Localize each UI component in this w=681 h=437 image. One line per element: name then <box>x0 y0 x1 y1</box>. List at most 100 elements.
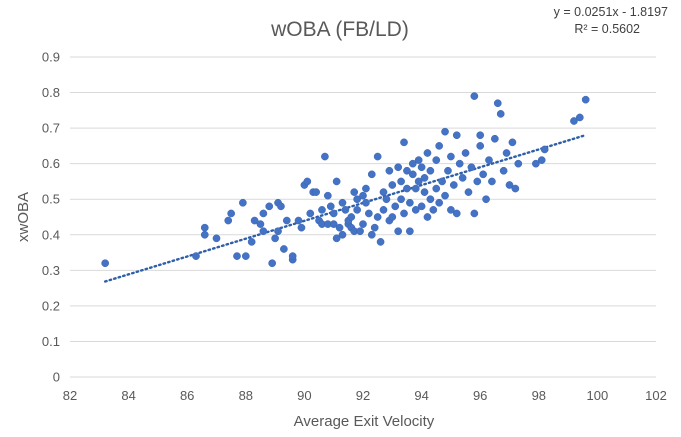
data-point <box>332 177 341 186</box>
data-point <box>362 184 370 193</box>
data-point <box>256 220 265 228</box>
x-tick-label: 98 <box>532 388 546 403</box>
data-point <box>359 191 367 200</box>
data-point <box>388 181 397 189</box>
data-point <box>491 134 499 143</box>
data-point <box>505 181 514 189</box>
data-point <box>482 195 490 204</box>
data-point <box>420 188 429 196</box>
data-point <box>479 170 487 179</box>
x-axis-title: Average Exit Velocity <box>294 413 435 430</box>
data-point <box>329 220 338 228</box>
data-point <box>359 220 367 228</box>
data-point <box>532 159 540 168</box>
data-point <box>385 166 394 175</box>
data-point <box>388 213 397 221</box>
y-tick-label: 0.2 <box>42 298 60 313</box>
data-point <box>429 206 438 214</box>
data-point <box>338 198 347 207</box>
y-tick-label: 0.1 <box>42 334 60 349</box>
data-point <box>318 206 326 214</box>
data-point <box>400 138 408 147</box>
data-point <box>367 230 376 239</box>
x-tick-label: 102 <box>645 388 667 403</box>
data-point <box>435 198 444 207</box>
data-point <box>353 195 361 204</box>
x-tick-label: 88 <box>239 388 253 403</box>
data-point <box>335 223 344 232</box>
x-tick-label: 92 <box>356 388 370 403</box>
data-point <box>449 181 458 189</box>
data-point <box>452 209 461 218</box>
data-point <box>391 202 400 211</box>
data-point <box>426 166 435 175</box>
data-point <box>250 216 259 225</box>
y-tick-label: 0.3 <box>42 263 60 278</box>
data-point <box>414 156 423 164</box>
data-point <box>575 113 584 122</box>
data-point <box>406 227 414 236</box>
data-point <box>397 177 405 186</box>
data-point <box>537 156 546 164</box>
data-point <box>403 166 411 175</box>
data-point <box>417 202 426 211</box>
data-point <box>268 259 277 268</box>
data-point <box>458 174 467 182</box>
data-point <box>438 177 446 186</box>
data-point <box>370 223 379 232</box>
gridlines <box>70 56 656 378</box>
x-tick-label: 96 <box>473 388 487 403</box>
data-point <box>447 152 455 161</box>
data-point <box>306 209 315 218</box>
data-point <box>321 152 329 161</box>
data-point <box>233 252 241 260</box>
x-axis-ticks: 82 84 86 88 90 92 94 96 98 100 102 <box>63 388 667 403</box>
data-point <box>338 230 347 239</box>
data-point <box>432 156 441 164</box>
data-point <box>467 163 476 172</box>
data-point <box>277 202 285 211</box>
data-point <box>508 138 517 147</box>
y-tick-label: 0.4 <box>42 227 60 242</box>
data-point <box>373 152 382 161</box>
data-point <box>332 234 341 243</box>
data-point <box>473 177 482 186</box>
y-tick-label: 0.8 <box>42 85 60 100</box>
data-point <box>476 142 485 150</box>
data-point <box>488 177 496 186</box>
y-axis-ticks: 0 0.1 0.2 0.3 0.4 0.5 0.6 0.7 0.8 0.9 <box>42 50 60 385</box>
data-point <box>239 198 247 207</box>
y-tick-label: 0.5 <box>42 192 60 207</box>
data-point <box>212 234 221 243</box>
data-point <box>341 206 350 214</box>
data-point <box>379 206 388 214</box>
data-point <box>259 209 268 218</box>
data-point <box>511 184 520 193</box>
data-point <box>455 159 464 168</box>
data-point <box>192 252 200 260</box>
data-point <box>408 159 417 168</box>
y-tick-label: 0.7 <box>42 121 60 136</box>
data-point <box>411 206 420 214</box>
x-tick-label: 90 <box>297 388 311 403</box>
data-point <box>382 195 391 204</box>
data-point <box>200 223 209 232</box>
data-point <box>423 213 432 221</box>
data-point <box>496 110 505 118</box>
data-point <box>452 131 461 140</box>
data-point <box>444 166 452 175</box>
chart-title: wOBA (FB/LD) <box>270 18 409 41</box>
data-point <box>347 213 356 221</box>
data-point <box>241 252 250 260</box>
data-point <box>271 234 279 243</box>
data-point <box>464 188 473 196</box>
data-point <box>461 149 470 157</box>
data-point <box>326 202 335 211</box>
data-point <box>356 227 364 236</box>
data-point <box>400 209 408 218</box>
data-point <box>417 163 426 172</box>
data-point <box>470 92 479 100</box>
data-point <box>476 131 485 140</box>
